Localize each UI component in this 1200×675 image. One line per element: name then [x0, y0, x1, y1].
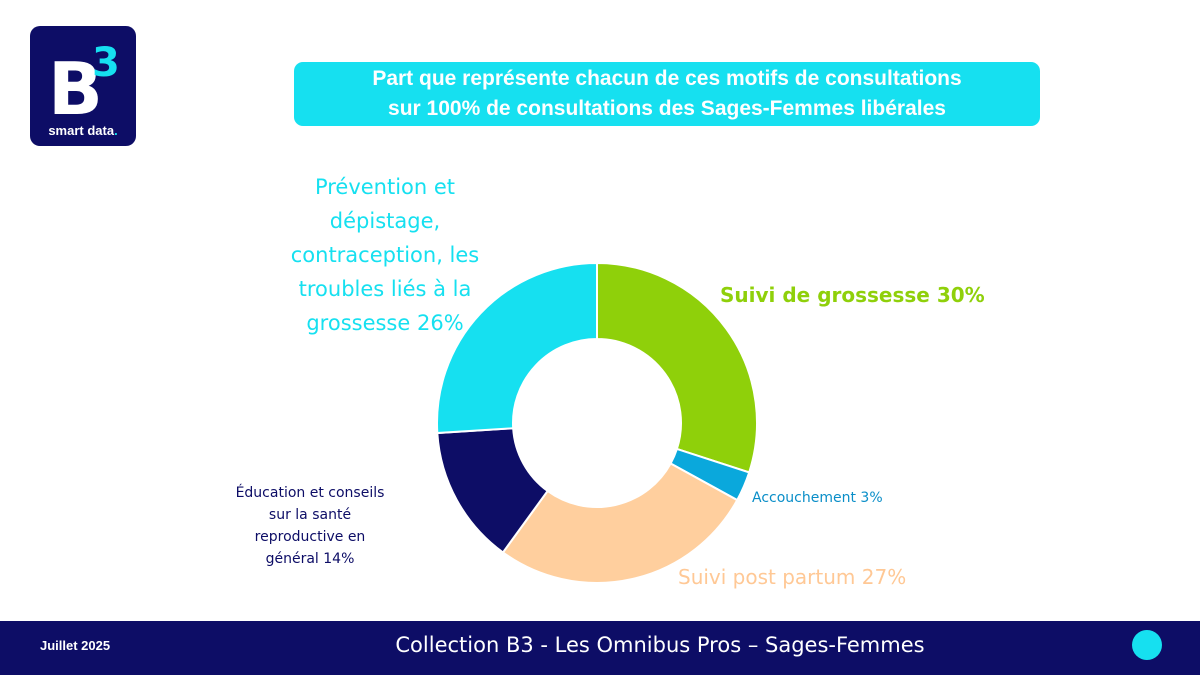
b3-logo-icon: B 3 [48, 40, 120, 131]
label-education-line: reproductive en [254, 529, 366, 545]
donut-slice-0 [596, 261, 758, 474]
brand-logo: B 3 smart data. [30, 26, 136, 146]
label-suivi-grossesse: Suivi de grossesse 30% [720, 283, 985, 307]
label-prevention-line: troubles liés à la [298, 277, 472, 301]
donut-slice-4 [436, 261, 598, 435]
logo-dot: . [114, 123, 118, 138]
title-line-1: Part que représente chacun de ces motifs… [372, 67, 962, 90]
logo-caption: smart data. [30, 123, 136, 138]
footer-date: Juillet 2025 [40, 638, 111, 653]
label-education: Éducation et conseils sur la santé repro… [225, 482, 395, 570]
svg-text:3: 3 [92, 40, 120, 86]
footer-title: Collection B3 - Les Omnibus Pros – Sages… [395, 633, 925, 657]
footer-dot-icon [1132, 630, 1162, 660]
label-prevention-line: contraception, les [290, 243, 480, 267]
svg-text:B: B [48, 47, 103, 131]
label-prevention-line: Prévention et [314, 175, 456, 199]
label-education-line: général 14% [265, 551, 355, 567]
label-education-line: Éducation et conseils [235, 485, 385, 501]
footer-bar: Juillet 2025 Collection B3 - Les Omnibus… [0, 621, 1200, 675]
chart-title: Part que représente chacun de ces motifs… [294, 62, 1040, 126]
donut-slice-2 [501, 462, 739, 584]
label-prevention-line: dépistage, [329, 209, 441, 233]
logo-text: smart data [48, 123, 115, 138]
label-accouchement: Accouchement 3% [752, 490, 883, 506]
label-prevention-line: grossesse 26% [306, 311, 464, 335]
title-line-2: sur 100% de consultations des Sages-Femm… [388, 97, 946, 120]
label-education-line: sur la santé [268, 507, 352, 523]
label-prevention: Prévention et dépistage, contraception, … [270, 170, 500, 340]
label-post-partum: Suivi post partum 27% [678, 565, 907, 589]
